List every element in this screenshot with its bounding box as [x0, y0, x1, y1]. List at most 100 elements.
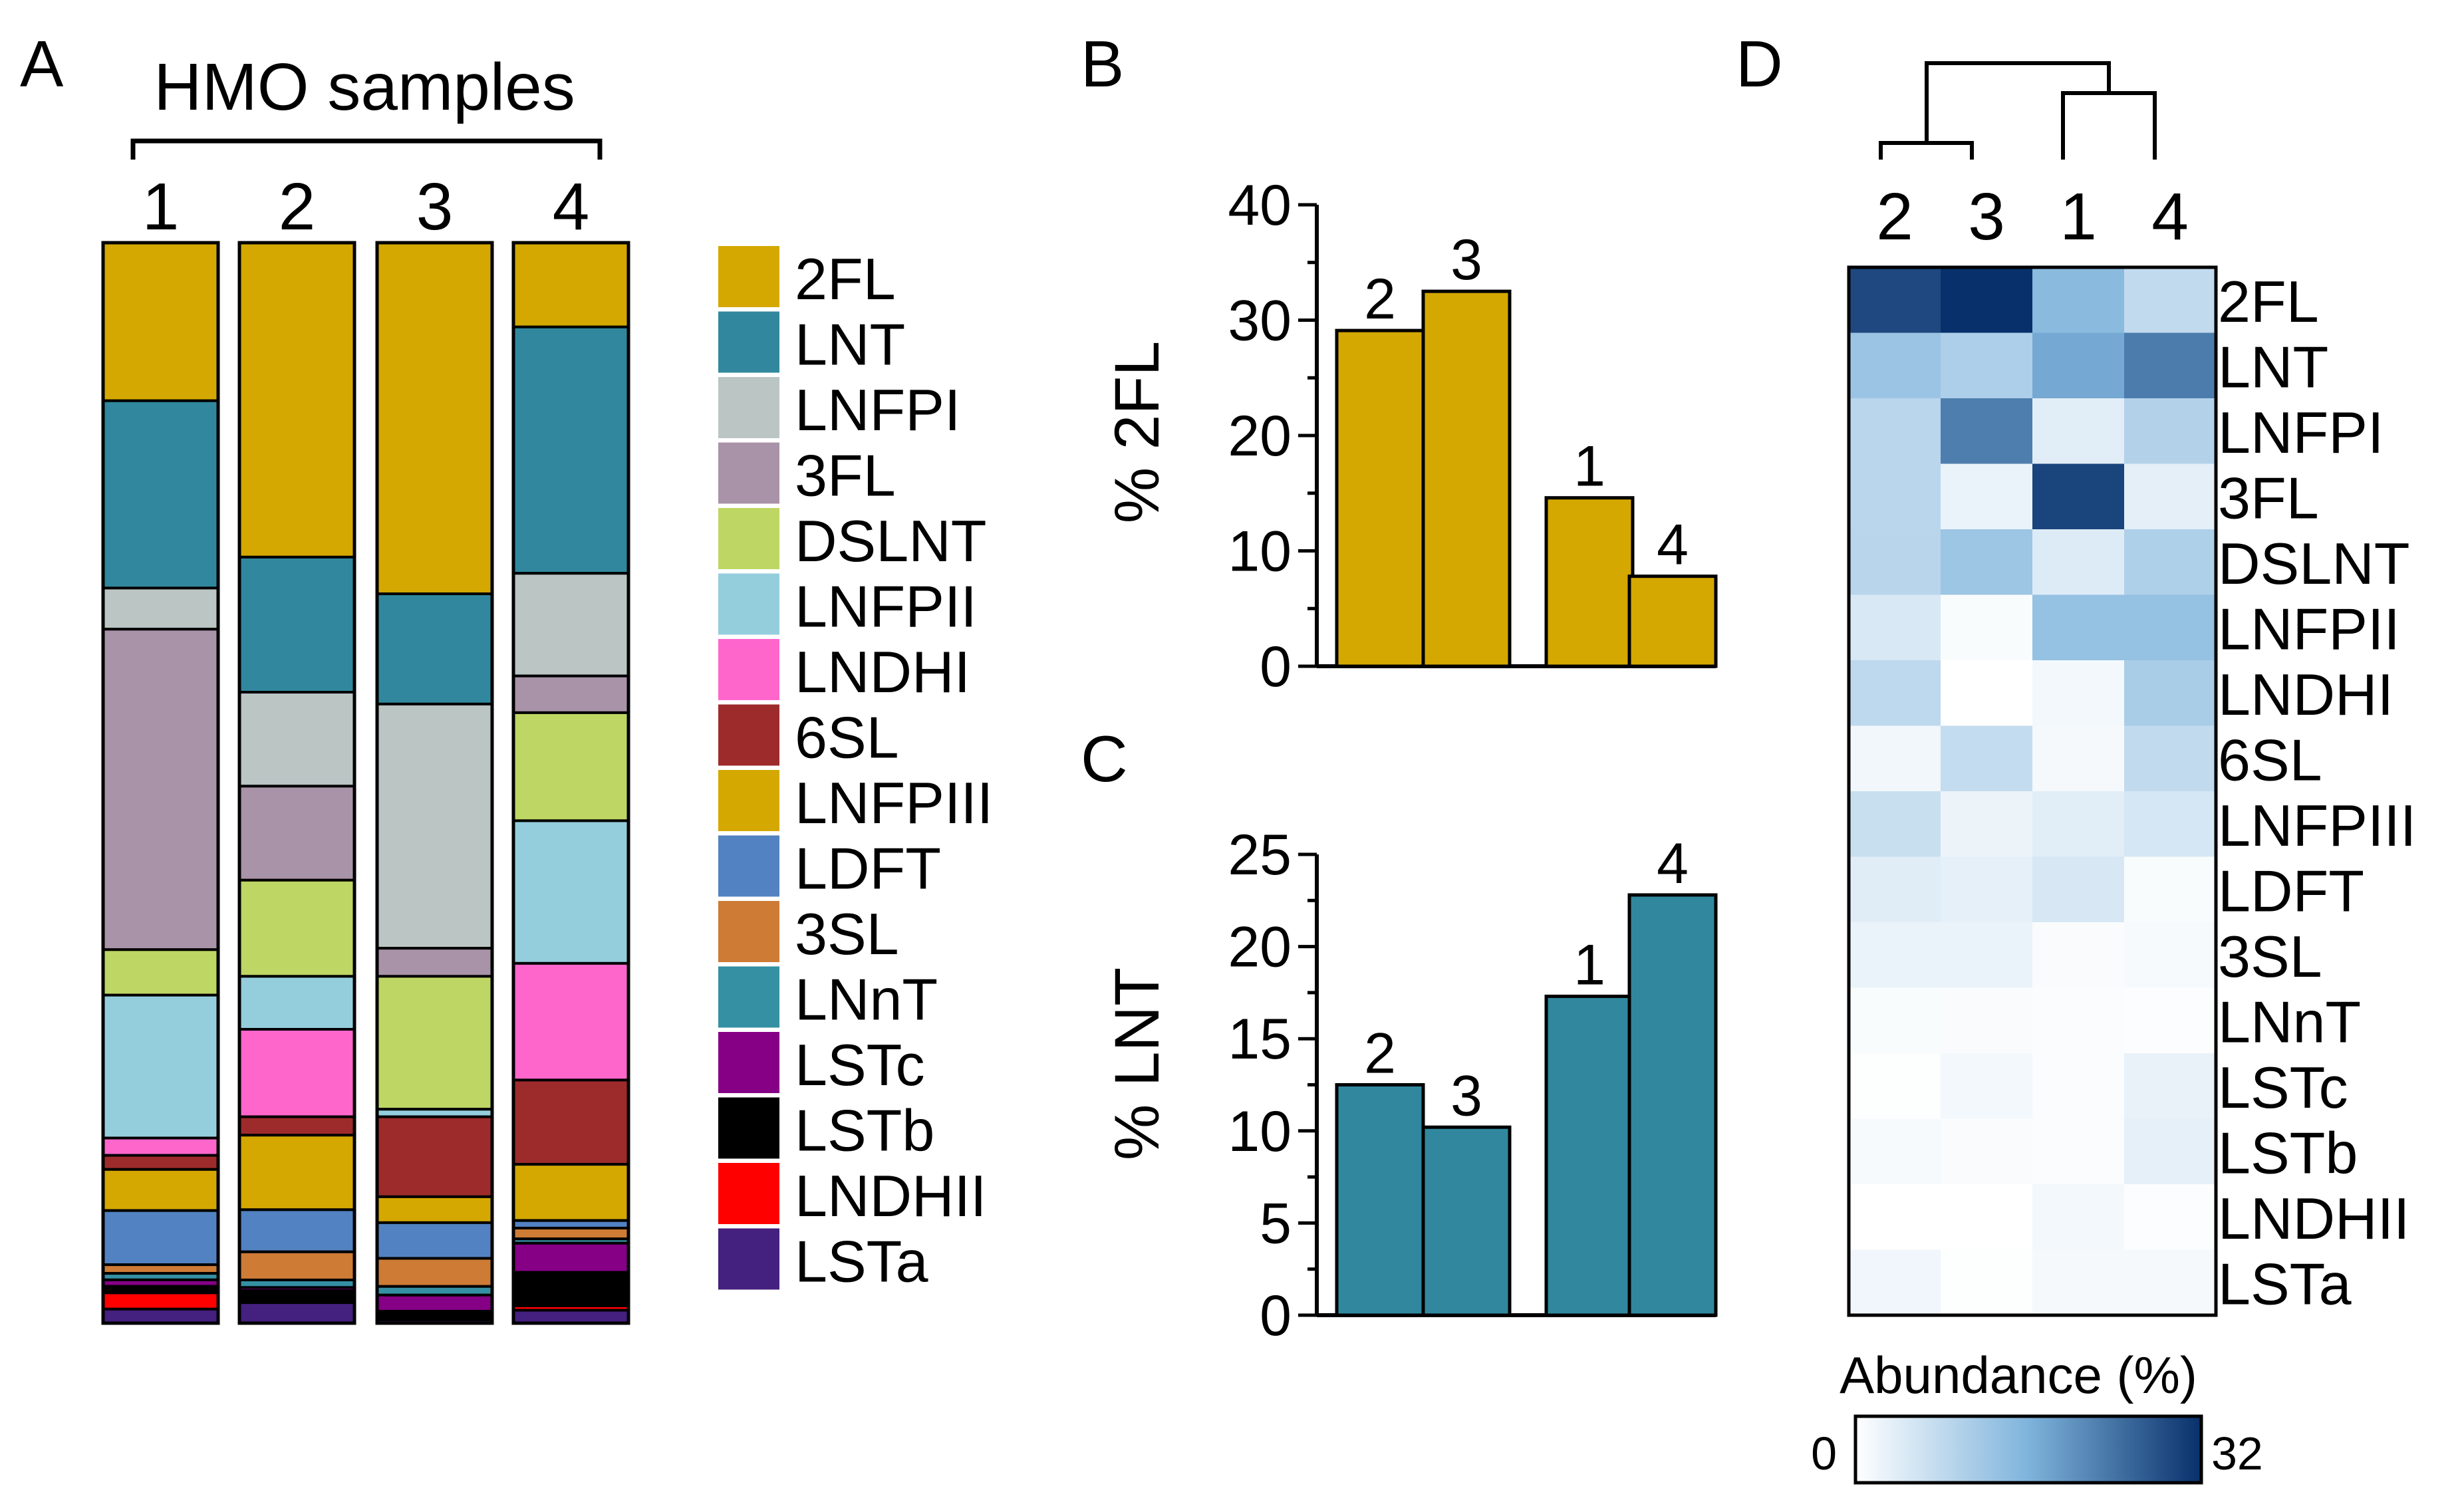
heatmap-cell-lnnt-3	[1941, 987, 2033, 1054]
stacked-segment-2-lsta	[238, 1301, 356, 1324]
panel-b-ylabel: % 2FL	[1102, 341, 1172, 524]
heatmap-cell-lnfpi-3	[1941, 398, 2033, 464]
heatmap-cell-dslnt-3	[1941, 529, 2033, 595]
stacked-segment-4-lstb	[512, 1271, 630, 1307]
heatmap-cell-lnnt-2	[1849, 987, 1941, 1054]
heatmap-cell-lnnt-1	[2032, 987, 2125, 1054]
stacked-segment-3-ldft	[376, 1221, 493, 1260]
stacked-segment-1-lndhii	[102, 1291, 219, 1311]
panel-c-y-tick-label: 25	[1228, 823, 1292, 887]
heatmap-row-label-6sl: 6SL	[2218, 727, 2322, 793]
legend-label-lnnt: LNnT	[795, 967, 938, 1033]
heatmap-column-label-3: 3	[1968, 180, 2005, 254]
stacked-bar-outline-4	[511, 241, 630, 1325]
panel-c-y-tick-label: 15	[1228, 1007, 1292, 1071]
stacked-segment-1-lnfpi	[102, 586, 219, 631]
panel-b-bar-4	[1627, 574, 1718, 668]
stacked-segment-4-3fl	[512, 674, 630, 714]
stacked-segment-2-lnt	[238, 555, 356, 693]
heatmap-cell-lsta-2	[1849, 1249, 1941, 1316]
legend-swatch-lndhi	[718, 639, 779, 700]
stacked-segment-1-ldft	[102, 1209, 219, 1267]
panel-c-y-tick-label: 0	[1260, 1284, 1292, 1348]
stacked-segment-4-lnfpi	[512, 572, 630, 678]
panel-label-b: B	[1081, 27, 1124, 100]
heatmap-row-label-lnnt: LNnT	[2218, 989, 2361, 1055]
legend-swatch-ldft	[718, 835, 779, 897]
panel-label-d: D	[1736, 27, 1783, 100]
legend-swatch-3sl	[718, 901, 779, 962]
stacked-segment-4-6sl	[512, 1078, 630, 1166]
stacked-segment-1-lnfpii	[102, 993, 219, 1140]
panel-c-bar-label-2: 2	[1364, 1022, 1396, 1086]
heatmap-cell-lnt-4	[2124, 332, 2217, 399]
heatmap-cell-6sl-4	[2124, 725, 2217, 792]
sample-label-3: 3	[416, 170, 454, 244]
heatmap-cell-lstb-1	[2032, 1118, 2125, 1185]
legend-label-dslnt: DSLNT	[795, 508, 987, 574]
legend-swatch-lsta	[718, 1228, 779, 1290]
sample-label-1: 1	[142, 170, 180, 244]
heatmap-cell-lnfpii-4	[2124, 594, 2217, 661]
heatmap-column-label-2: 2	[1876, 180, 1913, 254]
legend-label-lnfpiii: LNFPIII	[795, 770, 993, 836]
legend-label-lnfpii: LNFPII	[795, 574, 977, 640]
heatmap-cell-lstc-3	[1941, 1053, 2033, 1119]
heatmap-column-label-1: 1	[2060, 180, 2097, 254]
stacked-segment-2-lndhi	[238, 1028, 356, 1118]
legend-label-6sl: 6SL	[795, 705, 899, 771]
panel-c-bar-1	[1544, 994, 1635, 1317]
heatmap-cell-3sl-4	[2124, 922, 2217, 988]
legend-swatch-lnnt	[718, 966, 779, 1028]
heatmap-cell-lndhi-4	[2124, 660, 2217, 726]
heatmap-cell-dslnt-2	[1849, 529, 1941, 595]
legend-swatch-dslnt	[718, 508, 779, 569]
heatmap-cell-ldft-2	[1849, 856, 1941, 923]
heatmap-row-label-lnfpiii: LNFPIII	[2218, 793, 2416, 858]
heatmap-row-label-lnt: LNT	[2218, 334, 2328, 400]
panel-c-bar-2	[1335, 1083, 1425, 1317]
heatmap-cell-lndhii-1	[2032, 1184, 2125, 1250]
stacked-segment-2-3fl	[238, 785, 356, 882]
heatmap-cell-2fl-1	[2032, 267, 2125, 333]
stacked-segment-2-lnfpi	[238, 691, 356, 788]
legend-swatch-6sl	[718, 704, 779, 766]
stacked-bar-outline-3	[375, 241, 494, 1325]
heatmap-cell-lndhi-1	[2032, 660, 2125, 726]
legend-label-lndhi: LNDHI	[795, 639, 970, 705]
panel-b-bar-label-2: 2	[1364, 267, 1396, 331]
heatmap-cell-ldft-1	[2032, 856, 2125, 923]
heatmap-row-label-lndhi: LNDHI	[2218, 662, 2394, 727]
panel-c-lnt-bar-chart: % LNT 0 5 10 15 20 25 23 14	[1102, 823, 1718, 1348]
stacked-segment-3-dslnt	[376, 975, 493, 1111]
heatmap-cell-lsta-4	[2124, 1249, 2217, 1316]
stacked-segment-4-lnfpii	[512, 819, 630, 965]
panel-b-bar-3	[1421, 289, 1512, 668]
stacked-segment-2-ldft	[238, 1208, 356, 1253]
legend-swatch-lndhii	[718, 1163, 779, 1224]
heatmap-cell-lnnt-4	[2124, 987, 2217, 1054]
panel-c-bar-label-1: 1	[1574, 933, 1605, 997]
stacked-segment-2-lnfpii	[238, 975, 356, 1031]
legend-swatch-2fl	[718, 246, 779, 307]
panel-b-bar-label-3: 3	[1450, 228, 1482, 292]
heatmap-row-label-3sl: 3SL	[2218, 924, 2322, 989]
stacked-segment-1-3fl	[102, 628, 219, 951]
heatmap-column-label-4: 4	[2151, 180, 2189, 254]
panel-b-bar-1	[1544, 496, 1635, 668]
heatmap-cell-lstc-2	[1849, 1053, 1941, 1119]
sample-label-2: 2	[279, 170, 316, 244]
stacked-segment-4-lsta	[512, 1309, 630, 1324]
panel-b-bar-label-4: 4	[1657, 513, 1689, 577]
samples-bracket	[130, 138, 603, 160]
heatmap-row-label-ldft: LDFT	[2218, 858, 2364, 924]
panel-c-y-tick-label: 10	[1228, 1100, 1292, 1164]
panel-b-y-tick-label: 40	[1228, 174, 1292, 237]
heatmap-cell-lndhii-2	[1849, 1184, 1941, 1250]
legend-label-ldft: LDFT	[795, 836, 941, 902]
stacked-segment-2-2fl	[238, 241, 356, 559]
legend-swatch-lstc	[718, 1032, 779, 1093]
legend-label-2fl: 2FL	[795, 246, 896, 312]
stacked-segment-2-6sl	[238, 1115, 356, 1137]
